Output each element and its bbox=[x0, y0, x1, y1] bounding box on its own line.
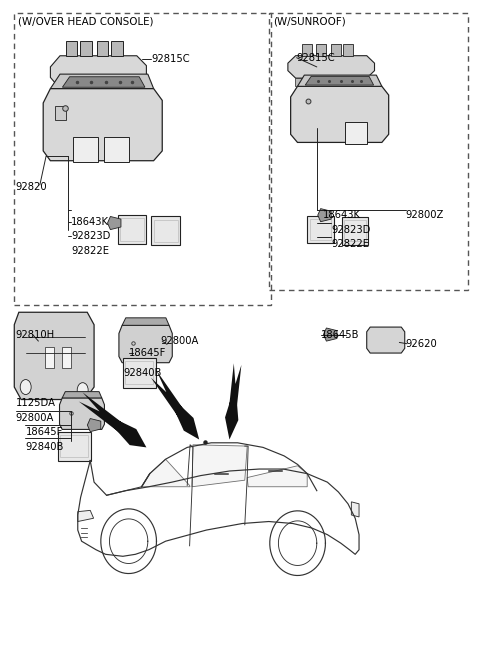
Text: 92810H: 92810H bbox=[16, 329, 55, 340]
Polygon shape bbox=[108, 216, 121, 230]
Polygon shape bbox=[78, 510, 94, 522]
Polygon shape bbox=[14, 312, 94, 400]
Bar bbox=[308, 216, 334, 243]
Bar bbox=[125, 361, 153, 384]
Text: 18643K: 18643K bbox=[323, 210, 360, 220]
Polygon shape bbox=[318, 209, 331, 222]
Polygon shape bbox=[142, 459, 190, 487]
Polygon shape bbox=[247, 466, 307, 487]
Text: 92840B: 92840B bbox=[25, 441, 64, 452]
Text: 92820: 92820 bbox=[16, 182, 48, 192]
Bar bbox=[343, 45, 353, 56]
Polygon shape bbox=[79, 392, 146, 447]
Text: 92800A: 92800A bbox=[161, 336, 199, 346]
Text: 92822E: 92822E bbox=[71, 245, 109, 256]
Bar bbox=[111, 41, 123, 56]
Text: 92840B: 92840B bbox=[124, 367, 162, 378]
Polygon shape bbox=[305, 76, 373, 85]
Text: 1125DA: 1125DA bbox=[16, 398, 56, 409]
Circle shape bbox=[77, 382, 88, 398]
Bar bbox=[345, 122, 367, 144]
Polygon shape bbox=[298, 75, 382, 87]
Bar bbox=[80, 41, 92, 56]
Text: 92823D: 92823D bbox=[71, 231, 110, 241]
Bar bbox=[345, 220, 366, 241]
Bar bbox=[331, 45, 341, 56]
Polygon shape bbox=[62, 392, 102, 398]
Bar bbox=[14, 13, 271, 305]
Polygon shape bbox=[192, 445, 247, 487]
Text: 18645F: 18645F bbox=[129, 348, 166, 358]
Polygon shape bbox=[87, 419, 101, 432]
Text: 18643K: 18643K bbox=[71, 216, 109, 227]
Bar bbox=[55, 106, 66, 120]
Bar bbox=[123, 358, 156, 388]
Text: 92815C: 92815C bbox=[151, 54, 190, 64]
Polygon shape bbox=[62, 77, 145, 87]
Polygon shape bbox=[50, 74, 154, 89]
Polygon shape bbox=[60, 398, 105, 430]
Polygon shape bbox=[290, 87, 389, 142]
Bar bbox=[342, 217, 369, 245]
Bar bbox=[302, 45, 312, 56]
Text: 92822E: 92822E bbox=[331, 239, 369, 249]
Bar bbox=[316, 45, 326, 56]
Bar bbox=[132, 88, 142, 97]
Polygon shape bbox=[151, 370, 199, 440]
Bar bbox=[269, 13, 468, 290]
Bar bbox=[118, 215, 146, 244]
Bar bbox=[120, 218, 144, 241]
Text: 92823D: 92823D bbox=[331, 224, 371, 235]
Circle shape bbox=[20, 380, 31, 394]
Text: 92815C: 92815C bbox=[297, 52, 335, 63]
Polygon shape bbox=[122, 318, 169, 325]
Bar bbox=[360, 78, 368, 85]
Polygon shape bbox=[50, 56, 146, 89]
Bar bbox=[45, 346, 54, 369]
Text: 92800A: 92800A bbox=[16, 413, 54, 423]
Bar bbox=[295, 78, 303, 85]
Polygon shape bbox=[119, 325, 172, 363]
Text: 92800Z: 92800Z bbox=[406, 210, 444, 220]
Bar bbox=[60, 435, 88, 457]
Polygon shape bbox=[351, 502, 359, 517]
Polygon shape bbox=[288, 56, 374, 78]
Bar bbox=[58, 88, 67, 97]
Bar bbox=[66, 41, 77, 56]
Bar bbox=[58, 432, 91, 461]
Text: 18645B: 18645B bbox=[321, 329, 359, 340]
Bar bbox=[310, 219, 332, 240]
Polygon shape bbox=[225, 363, 241, 440]
Bar bbox=[104, 137, 129, 162]
Bar bbox=[97, 41, 108, 56]
Bar bbox=[151, 216, 180, 245]
Text: (W/OVER HEAD CONSOLE): (W/OVER HEAD CONSOLE) bbox=[18, 16, 154, 26]
Polygon shape bbox=[324, 328, 337, 341]
Bar bbox=[154, 220, 178, 242]
Text: 18645F: 18645F bbox=[25, 427, 63, 438]
Bar bbox=[73, 137, 98, 162]
Polygon shape bbox=[367, 327, 405, 353]
Polygon shape bbox=[43, 89, 162, 161]
Bar bbox=[62, 346, 71, 369]
Text: (W/SUNROOF): (W/SUNROOF) bbox=[273, 16, 346, 26]
Text: 92620: 92620 bbox=[406, 338, 437, 349]
